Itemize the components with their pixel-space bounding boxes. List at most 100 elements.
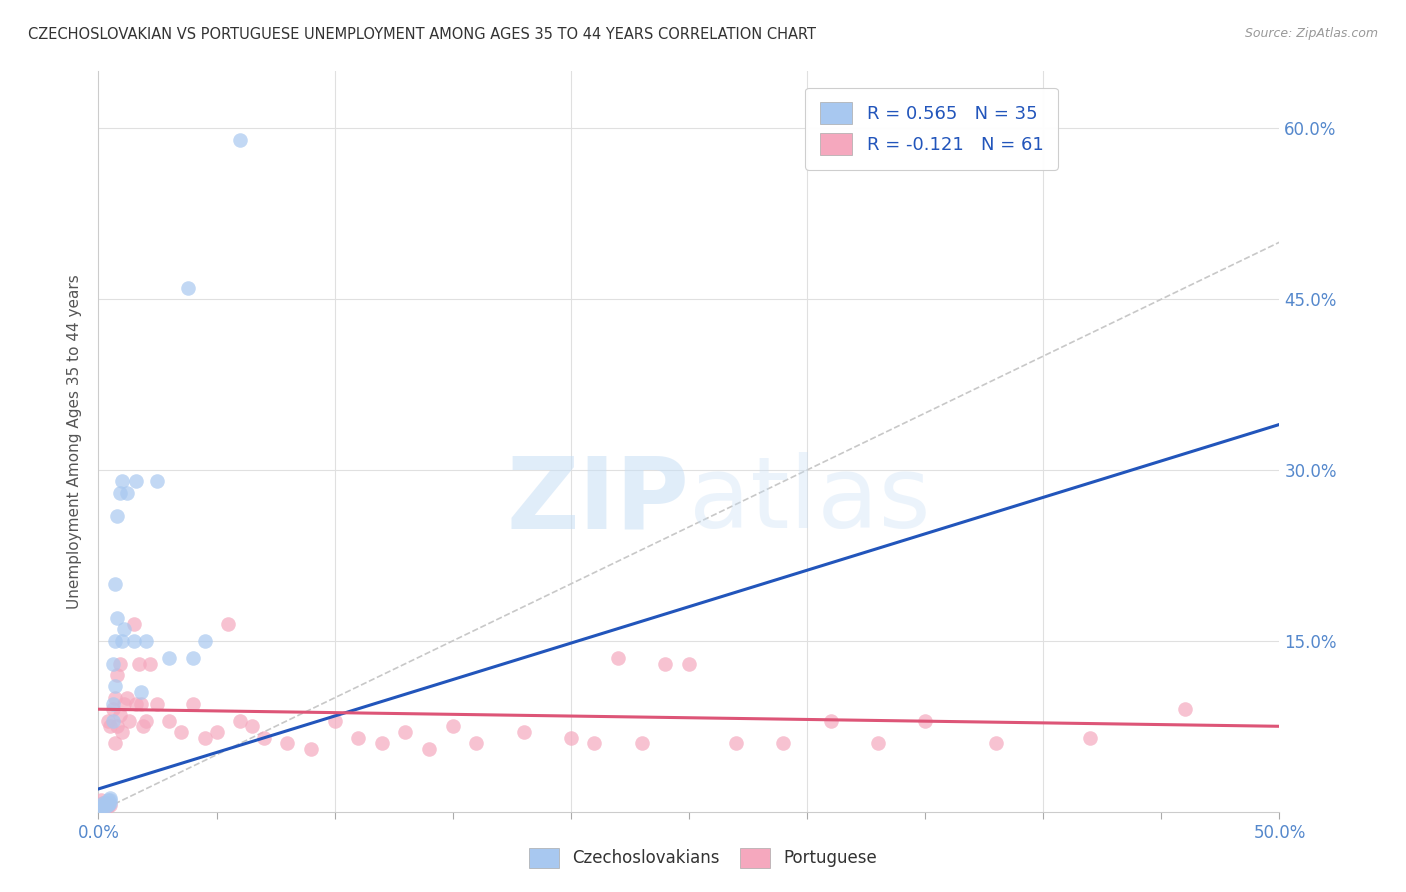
Point xyxy=(347,731,370,745)
Point xyxy=(205,725,228,739)
Point xyxy=(105,611,128,625)
Point xyxy=(90,797,112,812)
Point xyxy=(111,725,134,739)
Point xyxy=(118,714,141,728)
Point xyxy=(101,657,124,671)
Text: atlas: atlas xyxy=(689,452,931,549)
Point xyxy=(418,742,440,756)
Point xyxy=(101,697,124,711)
Point xyxy=(725,736,748,750)
Point xyxy=(146,697,169,711)
Point xyxy=(181,651,204,665)
Point xyxy=(115,690,138,705)
Point xyxy=(229,133,252,147)
Point xyxy=(135,633,157,648)
Point xyxy=(108,657,131,671)
Y-axis label: Unemployment Among Ages 35 to 44 years: Unemployment Among Ages 35 to 44 years xyxy=(67,274,83,609)
Point xyxy=(105,719,128,733)
Point xyxy=(112,697,135,711)
Point xyxy=(125,475,148,489)
Point xyxy=(97,793,120,807)
Point xyxy=(90,800,112,814)
Point xyxy=(678,657,700,671)
Point xyxy=(104,680,127,694)
Point xyxy=(94,796,117,810)
Point xyxy=(146,475,169,489)
Point xyxy=(111,633,134,648)
Point xyxy=(157,714,180,728)
Point xyxy=(984,736,1007,750)
Point xyxy=(465,736,488,750)
Point xyxy=(1174,702,1197,716)
Point xyxy=(323,714,346,728)
Point xyxy=(98,796,121,810)
Point xyxy=(91,797,114,812)
Point xyxy=(122,633,145,648)
Point xyxy=(607,651,630,665)
Point xyxy=(122,616,145,631)
Point xyxy=(97,796,120,810)
Point xyxy=(104,577,127,591)
Point xyxy=(371,736,394,750)
Point xyxy=(108,485,131,500)
Point xyxy=(105,668,128,682)
Point xyxy=(560,731,582,745)
Legend: Czechoslovakians, Portuguese: Czechoslovakians, Portuguese xyxy=(523,841,883,875)
Point xyxy=(101,714,124,728)
Point xyxy=(94,799,117,814)
Text: ZIP: ZIP xyxy=(506,452,689,549)
Point xyxy=(1080,731,1102,745)
Point xyxy=(108,707,131,722)
Text: CZECHOSLOVAKIAN VS PORTUGUESE UNEMPLOYMENT AMONG AGES 35 TO 44 YEARS CORRELATION: CZECHOSLOVAKIAN VS PORTUGUESE UNEMPLOYME… xyxy=(28,27,815,42)
Point xyxy=(97,799,120,814)
Point xyxy=(194,633,217,648)
Point xyxy=(112,623,135,637)
Point xyxy=(229,714,252,728)
Point xyxy=(97,714,120,728)
Point xyxy=(125,697,148,711)
Point xyxy=(98,793,121,807)
Point xyxy=(94,797,117,811)
Point xyxy=(253,731,276,745)
Point xyxy=(583,736,606,750)
Point xyxy=(128,657,150,671)
Point xyxy=(654,657,676,671)
Point xyxy=(132,719,155,733)
Point xyxy=(129,697,152,711)
Point xyxy=(97,797,120,812)
Point xyxy=(139,657,162,671)
Point xyxy=(90,793,112,807)
Point xyxy=(217,616,239,631)
Point xyxy=(772,736,794,750)
Point xyxy=(91,796,114,810)
Point xyxy=(157,651,180,665)
Point xyxy=(105,508,128,523)
Point xyxy=(170,725,193,739)
Point xyxy=(94,799,117,814)
Point xyxy=(820,714,842,728)
Point xyxy=(194,731,217,745)
Point xyxy=(115,485,138,500)
Point xyxy=(240,719,263,733)
Point xyxy=(91,799,114,814)
Point xyxy=(135,714,157,728)
Legend: R = 0.565   N = 35, R = -0.121   N = 61: R = 0.565 N = 35, R = -0.121 N = 61 xyxy=(806,87,1057,169)
Point xyxy=(866,736,889,750)
Point xyxy=(181,697,204,711)
Point xyxy=(129,685,152,699)
Point xyxy=(98,719,121,733)
Point xyxy=(98,791,121,805)
Point xyxy=(630,736,652,750)
Point xyxy=(299,742,322,756)
Point xyxy=(104,690,127,705)
Point xyxy=(91,796,114,810)
Point xyxy=(104,633,127,648)
Point xyxy=(512,725,534,739)
Text: Source: ZipAtlas.com: Source: ZipAtlas.com xyxy=(1244,27,1378,40)
Point xyxy=(101,702,124,716)
Point xyxy=(177,281,200,295)
Point xyxy=(914,714,936,728)
Point xyxy=(276,736,298,750)
Point xyxy=(104,736,127,750)
Point xyxy=(441,719,464,733)
